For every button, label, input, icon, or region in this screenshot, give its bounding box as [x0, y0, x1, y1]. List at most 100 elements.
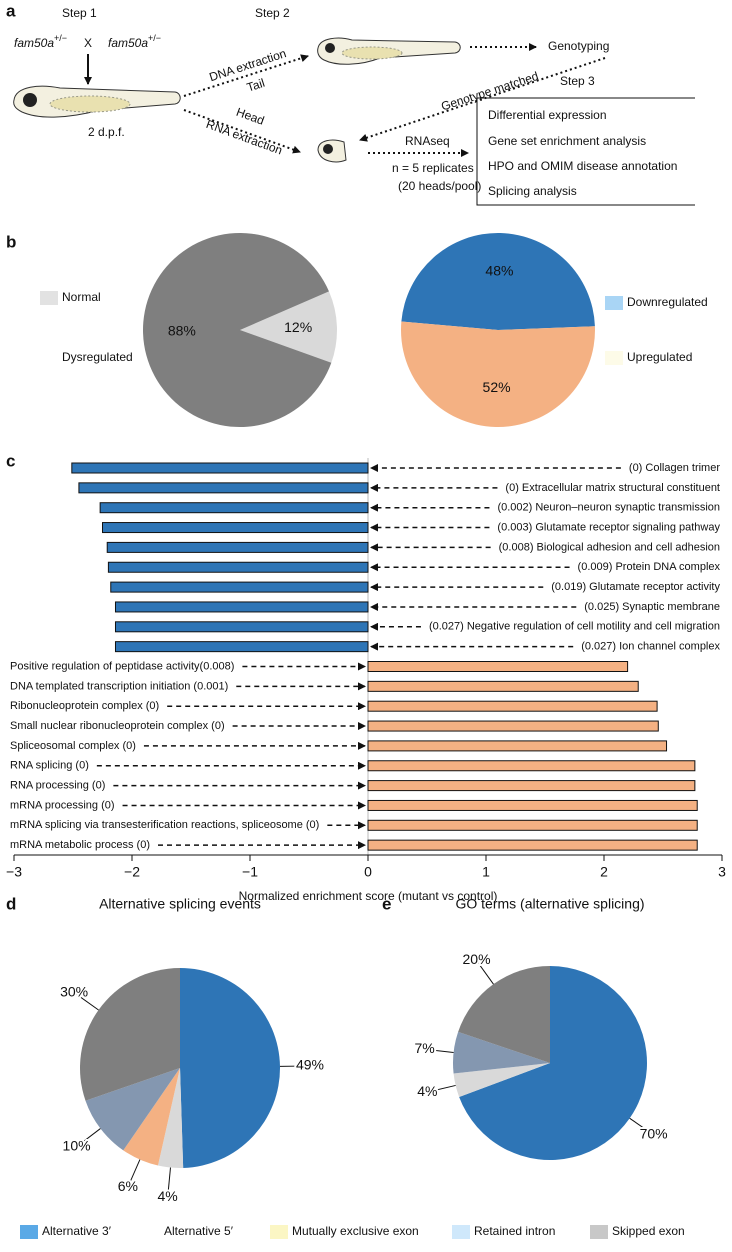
larva: [317, 37, 461, 65]
step-label: Step 2: [255, 6, 290, 20]
chart-title: GO terms (alternative splicing): [455, 896, 644, 912]
analysis-item: HPO and OMIM disease annotation: [488, 159, 677, 173]
step-text: (20 heads/pool): [398, 179, 481, 193]
bar-label: Spliceosomal complex (0): [10, 740, 136, 752]
x-tick-label: −2: [124, 864, 140, 880]
legend-label: Upregulated: [627, 350, 692, 364]
pie-slice: [459, 966, 647, 1160]
legend-label: Retained intron: [474, 1224, 555, 1238]
bar: [110, 581, 369, 593]
bar: [114, 641, 369, 653]
leader-line: [629, 1117, 654, 1136]
legend-swatch: [605, 296, 623, 310]
x-tick-label: −1: [242, 864, 258, 880]
legend-swatch: [452, 1225, 470, 1239]
bar-label: (0) Collagen trimer: [629, 462, 720, 474]
x-tick-label: −3: [6, 864, 22, 880]
cross: X: [84, 36, 92, 50]
bar-label: mRNA processing (0): [10, 799, 115, 811]
head: [317, 139, 347, 163]
panel-label: e: [382, 894, 391, 913]
pie-slice: [240, 291, 337, 363]
analysis-item: Gene set enrichment analysis: [488, 134, 646, 148]
bar-label: DNA templated transcription initiation (…: [10, 680, 228, 692]
legend-swatch: [142, 1225, 160, 1239]
pie-slice: [453, 1031, 550, 1074]
pie-slice: [142, 232, 332, 427]
data-label: 12%: [284, 319, 312, 335]
bar-label: (0.009) Protein DNA complex: [578, 561, 721, 573]
gene: fam50a: [108, 36, 148, 50]
gene: fam50a: [14, 36, 54, 50]
panel-label: d: [6, 894, 16, 913]
step-label: Step 3: [560, 74, 595, 88]
leader-line: [127, 1159, 141, 1188]
bar: [102, 522, 369, 534]
data-label: 48%: [485, 263, 513, 279]
bar: [367, 839, 698, 851]
leader-line: [476, 960, 494, 985]
legend-swatch: [40, 291, 58, 305]
panel-label: b: [6, 232, 16, 251]
leader-line: [424, 1048, 454, 1053]
x-tick-label: 1: [482, 864, 490, 880]
data-label: 6%: [118, 1178, 138, 1194]
genotype: fam50a+/−: [14, 33, 67, 50]
data-label: 4%: [158, 1188, 178, 1204]
pie-slice: [157, 1068, 184, 1168]
analysis-box: [476, 97, 695, 206]
data-label: 52%: [483, 379, 511, 395]
bar-label: Ribonucleoprotein complex (0): [10, 700, 159, 712]
arrow: [359, 57, 606, 142]
genotyping: Genotyping: [548, 39, 609, 53]
bar: [367, 720, 659, 732]
chart-title: Alternative splicing events: [99, 896, 261, 912]
x-axis-label: Normalized enrichment score (mutant vs c…: [239, 889, 498, 903]
bar-label: (0.002) Neuron–neuron synaptic transmiss…: [497, 502, 720, 514]
bar: [367, 819, 698, 831]
bar: [107, 561, 369, 573]
step-text: n = 5 replicates: [392, 161, 474, 175]
bar: [367, 700, 658, 712]
bar-label: (0.027) Ion channel complex: [581, 641, 720, 653]
legend-swatch: [605, 351, 623, 365]
bar-label: (0.003) Glutamate receptor signaling pat…: [497, 521, 720, 533]
bar-label: Small nuclear ribonucleoprotein complex …: [10, 720, 225, 732]
x-tick-label: 2: [600, 864, 608, 880]
legend-label: Downregulated: [627, 295, 708, 309]
bar-label: (0.025) Synaptic membrane: [584, 601, 720, 613]
data-label: 10%: [63, 1137, 91, 1153]
bar: [106, 541, 369, 553]
x-tick-label: 0: [364, 864, 372, 880]
data-label: 4%: [417, 1083, 437, 1099]
bar: [367, 760, 696, 772]
genotype: fam50a+/−: [108, 33, 161, 50]
bar: [99, 502, 369, 514]
bar: [367, 680, 639, 692]
pie-slice: [458, 966, 550, 1063]
data-label: 49%: [296, 1057, 324, 1073]
pie-slice: [401, 232, 595, 330]
arrow: [183, 109, 301, 154]
pie-slice: [85, 1068, 180, 1151]
pie-slice: [123, 1068, 180, 1166]
step-label: Step 1: [62, 6, 97, 20]
bar: [367, 661, 629, 672]
leader-line: [427, 1084, 456, 1093]
legend-label: Alternative 5′: [164, 1224, 234, 1238]
leader-line: [73, 992, 99, 1011]
analysis-item: Splicing analysis: [488, 184, 577, 198]
x-tick-label: 3: [718, 864, 726, 880]
data-label: 88%: [168, 323, 196, 339]
bar: [367, 780, 696, 792]
age-label: 2 d.p.f.: [88, 125, 125, 139]
legend-label: Normal: [62, 290, 101, 304]
legend-label: Mutually exclusive exon: [292, 1224, 419, 1238]
bar: [78, 482, 369, 494]
legend-swatch: [20, 1225, 38, 1239]
legend-label: Dysregulated: [62, 350, 133, 364]
bar-label: mRNA splicing via transesterification re…: [10, 819, 319, 831]
data-label: 20%: [463, 951, 491, 967]
step-text: DNA extraction: [208, 46, 288, 84]
